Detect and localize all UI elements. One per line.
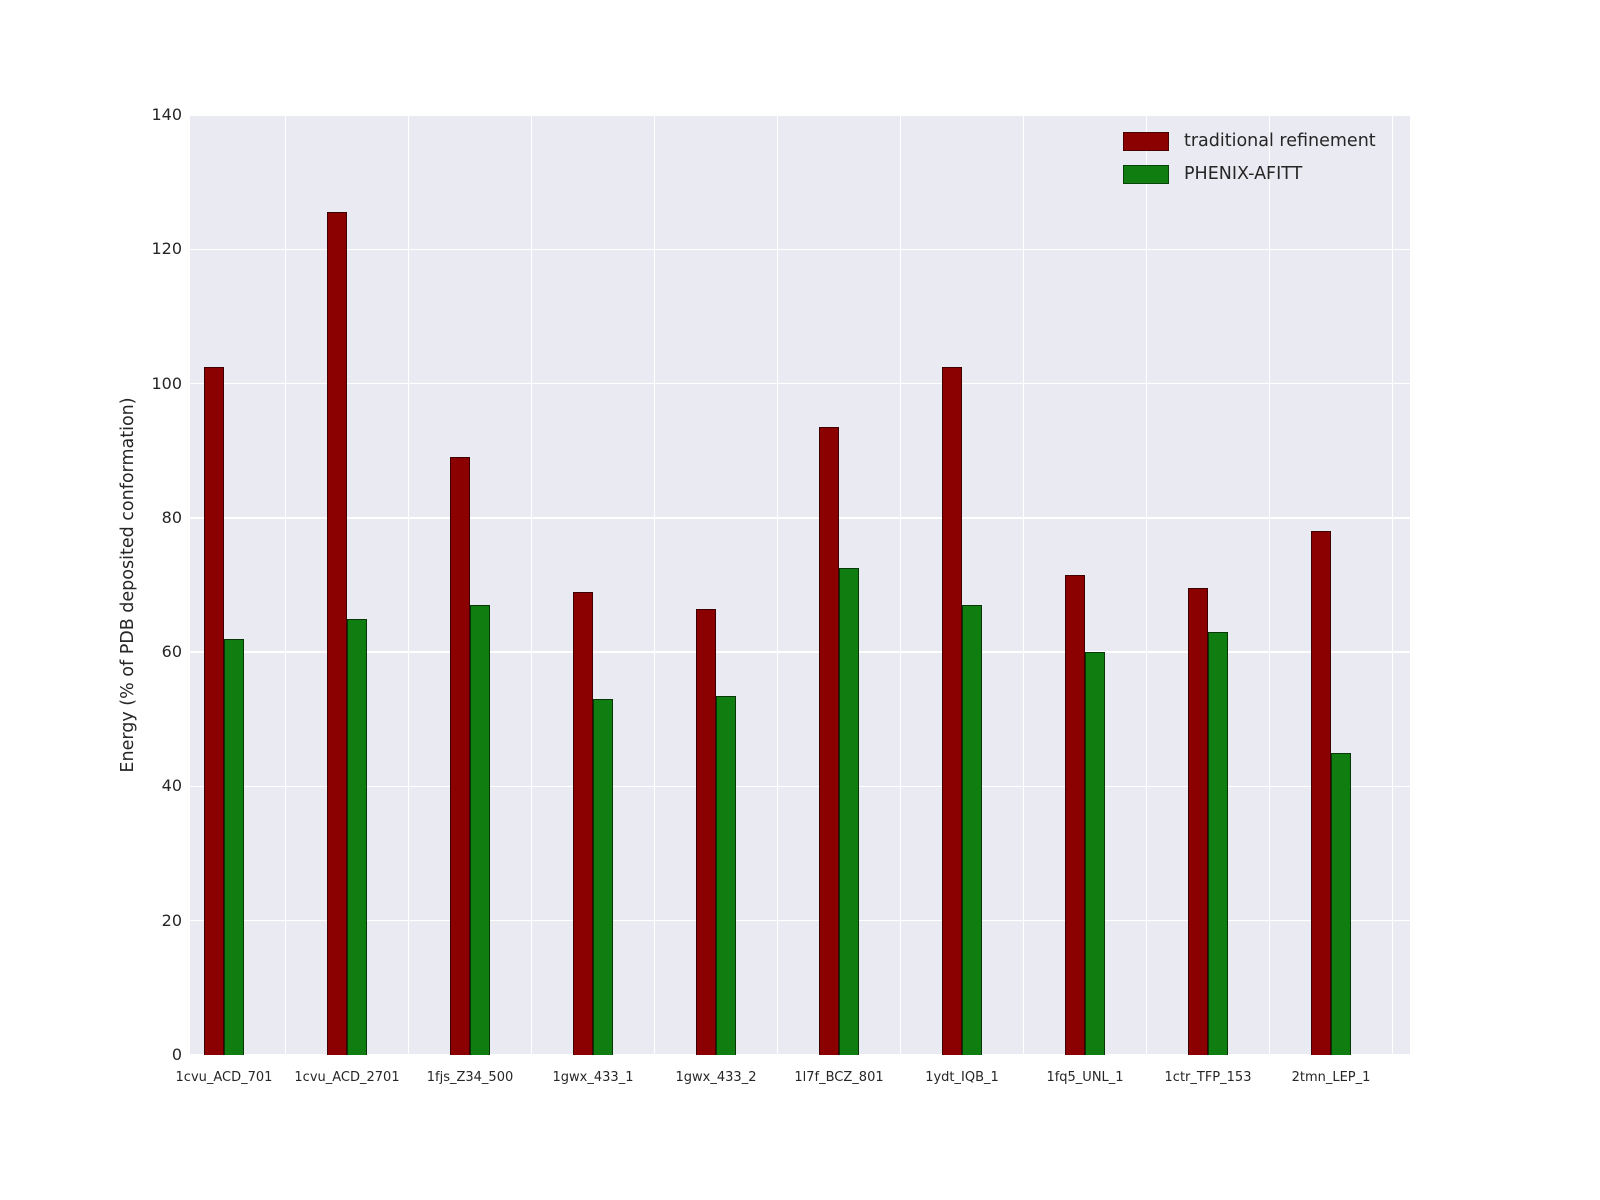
bar-phenix-afitt [839,568,859,1055]
gridline-vertical [776,115,779,1055]
gridline-vertical [407,115,410,1055]
bar-phenix-afitt [1208,632,1228,1055]
bar-phenix-afitt [347,618,367,1055]
gridline-horizontal [190,1054,1410,1056]
gridline-horizontal [190,651,1410,653]
gridline-horizontal [190,382,1410,385]
x-tick-label: 1ctr_TFP_153 [1164,1070,1252,1085]
bar-traditional-refinement [1065,574,1085,1055]
gridline-vertical [653,115,656,1055]
y-axis-label: Energy (% of PDB deposited conformation) [118,397,138,773]
gridline-vertical [1145,115,1148,1055]
y-tick-label: 140 [151,105,182,124]
gridline-vertical [1268,115,1271,1055]
gridline-horizontal [190,114,1410,116]
bar-traditional-refinement [573,591,593,1055]
y-tick-label: 100 [151,373,182,393]
gridline-vertical [899,115,902,1055]
bar-phenix-afitt [1331,752,1351,1055]
bar-phenix-afitt [962,605,982,1055]
bar-phenix-afitt [470,605,490,1055]
x-tick-label: 1gwx_433_2 [675,1070,757,1085]
y-tick-label: 120 [151,239,182,259]
bar-phenix-afitt [593,699,613,1055]
bar-traditional-refinement [942,366,962,1055]
gridline-horizontal [190,517,1410,519]
legend-label: traditional refinement [1184,131,1376,151]
plot-area: traditional refinement PHENIX-AFITT [190,114,1410,1056]
legend-swatch [1123,164,1169,184]
bar-traditional-refinement [696,608,716,1055]
gridline-vertical [284,115,287,1055]
legend: traditional refinement PHENIX-AFITT [1123,131,1376,184]
x-tick-label: 1l7f_BCZ_801 [794,1070,884,1085]
bar-phenix-afitt [1085,652,1105,1055]
x-tick-label: 1gwx_433_1 [552,1070,634,1085]
bar-traditional-refinement [1188,588,1208,1055]
x-tick-label: 1fjs_Z34_500 [426,1070,514,1085]
x-tick-label: 1fq5_UNL_1 [1046,1070,1124,1085]
bar-traditional-refinement [327,212,347,1055]
x-tick-label: 2tmn_LEP_1 [1291,1070,1371,1085]
gridline-vertical [530,115,533,1055]
y-tick-label: 40 [161,776,182,796]
x-tick-label: 1ydt_IQB_1 [925,1070,999,1085]
legend-item: traditional refinement [1123,131,1376,151]
gridline-vertical [1022,115,1025,1055]
y-tick-label: 60 [161,642,182,662]
bar-traditional-refinement [204,366,224,1055]
bar-traditional-refinement [819,427,839,1055]
legend-item: PHENIX-AFITT [1123,164,1376,184]
bar-phenix-afitt [224,638,244,1055]
gridline-horizontal [190,919,1410,922]
legend-label: PHENIX-AFITT [1184,164,1303,184]
gridline-horizontal [190,248,1410,251]
gridline-vertical [1391,115,1394,1055]
bar-traditional-refinement [1311,531,1331,1055]
gridline-horizontal [190,785,1410,788]
legend-swatch [1123,131,1169,151]
bar-phenix-afitt [716,695,736,1055]
y-tick-label: 20 [161,910,182,930]
x-tick-label: 1cvu_ACD_2701 [294,1070,400,1085]
y-tick-label: 0 [171,1045,182,1064]
x-tick-label: 1cvu_ACD_701 [175,1070,273,1085]
y-tick-label: 80 [161,507,182,527]
bar-traditional-refinement [450,457,470,1055]
